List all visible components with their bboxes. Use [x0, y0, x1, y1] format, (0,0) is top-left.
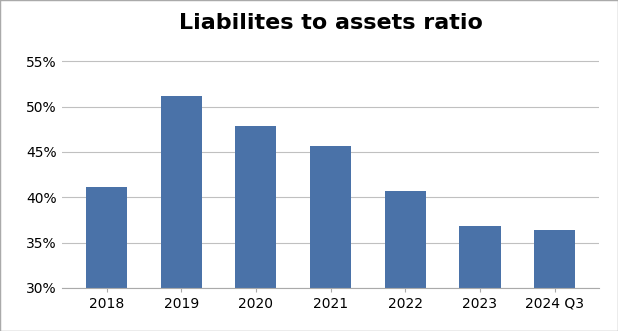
Bar	[459, 226, 501, 331]
Bar	[534, 230, 575, 331]
Bar	[161, 96, 202, 331]
Bar	[235, 126, 276, 331]
Bar	[385, 191, 426, 331]
Title: Liabilites to assets ratio: Liabilites to assets ratio	[179, 13, 483, 33]
Bar	[310, 146, 351, 331]
Bar	[86, 187, 127, 331]
